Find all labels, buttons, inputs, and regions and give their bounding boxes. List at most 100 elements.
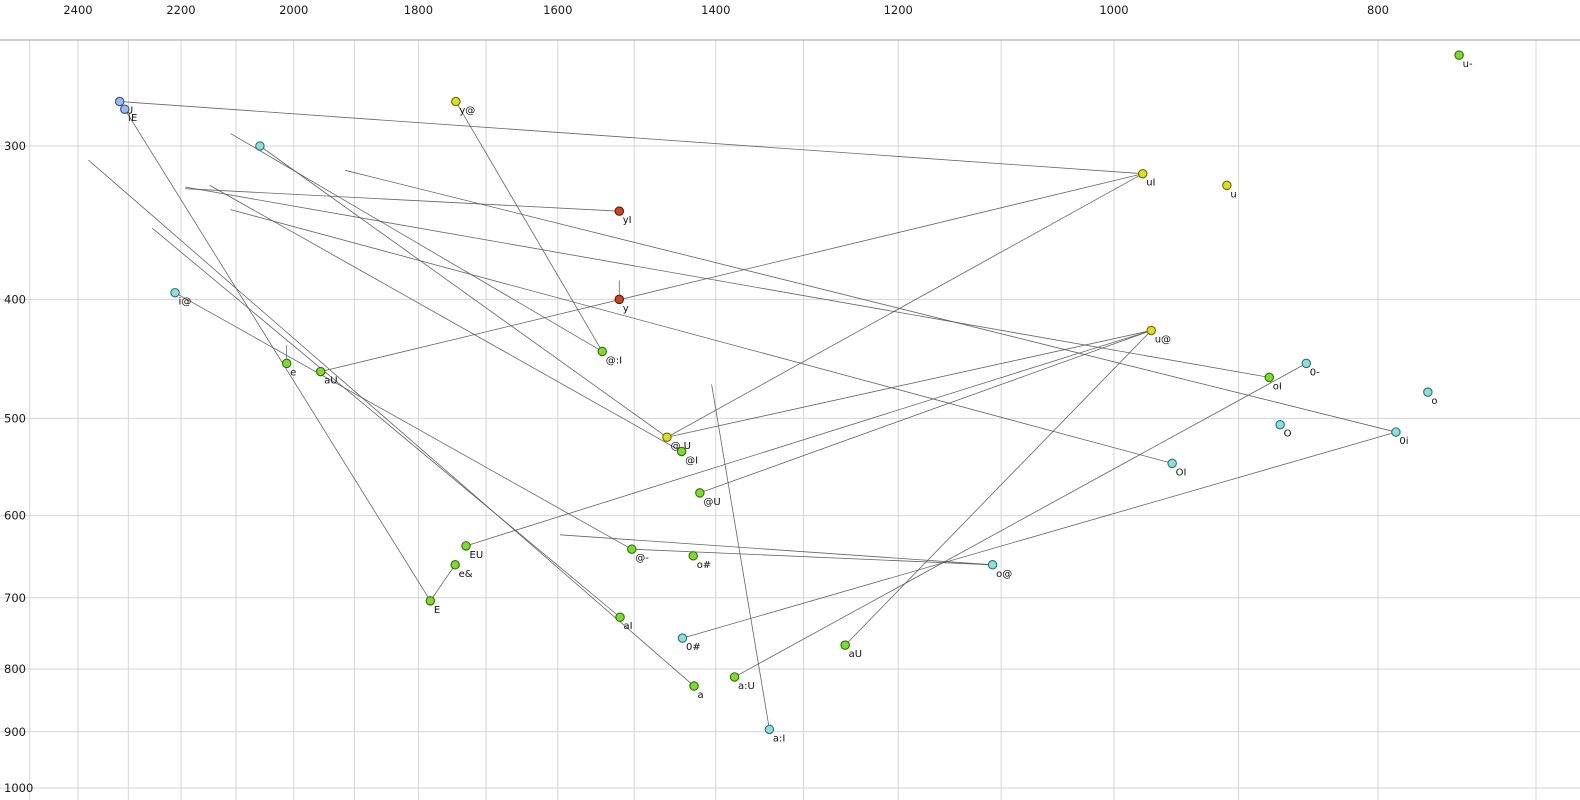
data-point-@- [627,544,637,554]
data-point-@U [695,488,705,498]
data-point-label: i@ [179,297,192,308]
data-point-label: u [1230,189,1236,200]
data-point-label: u@ [1155,334,1171,345]
data-point-label: o [1431,396,1437,407]
data-point-label: EU [470,550,484,561]
trajectory-line [185,186,1270,378]
data-point-label: o# [697,560,712,571]
data-point-label: y [623,303,629,314]
trajectory-line [734,363,1307,678]
trajectory-line [88,159,695,687]
trajectory-line [699,330,1152,494]
data-point-o# [688,551,698,561]
data-point-uI [1137,168,1148,179]
data-point-label: aU [849,649,862,660]
trajectory-line [429,564,456,602]
data-point-label: e [290,367,296,378]
data-point-@,U [662,432,672,442]
y-tick-label: 600 [4,509,26,523]
trajectory-line [119,101,1143,175]
trajectory-line [124,109,431,602]
y-tick-label: 900 [4,725,26,739]
data-point-0# [677,633,688,643]
trajectory-line [320,173,1143,372]
data-point-unlabeled [255,141,265,151]
data-point-label: aI [624,621,633,632]
data-point-e& [450,560,460,570]
data-point-a [689,681,699,691]
data-point-aU [840,640,850,650]
data-point-label: yI [623,215,632,226]
data-point-o [1423,387,1433,397]
y-tick-label: 300 [4,139,26,153]
trajectory-line [185,188,620,212]
data-point-label: OI [1176,467,1187,478]
data-point-a:I [764,724,775,735]
y-tick-label: 1000 [4,781,33,795]
trajectory-line [230,209,1173,464]
x-tick-label: 1000 [1099,3,1128,17]
data-point-yI [614,206,625,216]
x-tick-label: 1200 [884,3,913,17]
x-tick-label: 1600 [543,3,572,17]
data-point-EU [461,541,471,551]
trajectory-line [259,145,668,438]
data-point-O [1275,419,1285,430]
data-point-i@ [170,287,180,298]
x-tick-label: 2400 [63,3,92,17]
data-point-a:U [729,672,740,682]
x-tick-label: 2000 [279,3,308,17]
data-point-label: @:I [606,355,622,366]
data-point-oI [1264,372,1275,383]
data-point-u [1222,180,1232,191]
data-point-label: e& [459,569,473,580]
data-point-E [425,596,436,606]
data-point-label: a:U [738,681,755,692]
data-point-o@ [987,560,998,570]
trajectory-line [345,169,1396,433]
y-tick-label: 700 [4,591,26,605]
data-point-aI [615,612,625,622]
data-point-@:I [597,346,608,357]
x-tick-label: 1400 [701,3,730,17]
trajectory-line [465,330,1152,547]
data-point-e [281,358,292,369]
x-tick-label: 800 [1367,3,1389,17]
data-point-0i [1391,427,1401,437]
data-point-label: @- [635,553,649,564]
data-point-@I [676,446,687,457]
data-point-label: E [434,605,440,616]
data-point-aU [315,366,326,377]
trajectory-line [711,384,770,730]
data-point-label: o@ [996,569,1012,580]
trajectory-line [152,227,621,618]
data-point-label: @U [703,497,720,508]
y-tick-label: 500 [4,411,26,425]
data-point-y [614,294,625,305]
data-point-label: 0i [1399,436,1408,447]
trajectory-line [666,173,1143,438]
data-point-label: aU [324,376,337,387]
trajectory-line [666,330,1152,438]
y-tick-label: 400 [4,292,26,306]
trajectory-line [174,292,632,550]
data-point-iU [114,96,125,107]
data-point-y@ [451,96,461,107]
data-point-label: a [698,690,704,701]
data-point-label: uI [1146,178,1155,189]
data-point-label: 0- [1310,367,1320,378]
x-tick-label: 1800 [404,3,433,17]
data-point-label: u- [1463,59,1473,70]
y-tick-label: 800 [4,662,26,676]
data-point-label: iE [128,113,137,124]
trajectory-line [209,185,682,452]
trajectory-line [682,431,1397,639]
trajectory-line [559,534,993,566]
data-point-iE [120,104,130,114]
data-point-label: oI [1273,381,1282,392]
data-point-0- [1301,358,1312,369]
data-point-u@ [1146,325,1156,336]
